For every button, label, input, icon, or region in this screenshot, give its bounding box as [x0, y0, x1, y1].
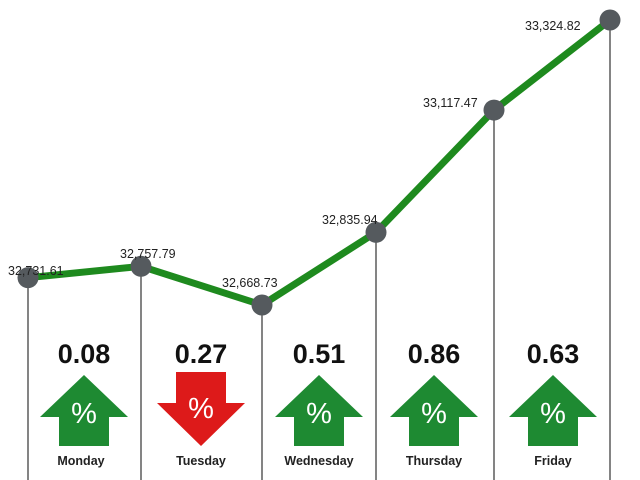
arrow-up-icon — [390, 375, 478, 446]
index-value-label: 33,117.47 — [423, 96, 478, 110]
percent-symbol: % — [306, 398, 332, 430]
index-value-label: 32,757.79 — [120, 247, 176, 261]
arrow-up-icon — [275, 375, 363, 446]
index-series-line — [24, 16, 614, 309]
index-point-marker — [251, 294, 273, 316]
day-label: Tuesday — [176, 454, 226, 468]
index-value-labels: 32,731.61 32,757.79 32,668.73 32,835.94 33,1… — [8, 19, 581, 290]
day-panel-thursday: 0.86% Thursday — [390, 339, 478, 468]
percent-symbol: % — [421, 398, 447, 430]
percent-change-value: 0.08 — [58, 339, 111, 369]
percent-symbol: % — [71, 398, 97, 430]
index-markers — [17, 9, 621, 316]
day-panel-monday: 0.08% Monday — [40, 339, 128, 468]
percent-change-value: 0.51 — [293, 339, 346, 369]
percent-symbol: % — [188, 393, 214, 425]
index-value-label: 32,668.73 — [222, 276, 278, 290]
day-panel-wednesday: 0.51% Wednesday — [275, 339, 363, 468]
day-label: Monday — [57, 454, 104, 468]
index-value-label: 32,835.94 — [322, 213, 378, 227]
day-label: Friday — [534, 454, 572, 468]
index-point-marker — [130, 255, 152, 277]
arrow-down-icon — [157, 372, 245, 446]
day-label: Thursday — [406, 454, 462, 468]
percent-change-value: 0.86 — [408, 339, 461, 369]
vertical-lines — [27, 20, 611, 480]
day-panel-tuesday: 0.27% Tuesday — [157, 339, 245, 468]
daily-change-panels: 0.08% Monday 0.27% Tuesday 0.51% Wednesday 0.8… — [40, 339, 597, 468]
percent-change-value: 0.63 — [527, 339, 580, 369]
index-point-marker — [599, 9, 621, 31]
index-point-marker — [365, 221, 387, 243]
arrow-up-icon — [509, 375, 597, 446]
index-value-label: 33,324.82 — [525, 19, 581, 33]
arrow-up-icon — [40, 375, 128, 446]
percent-symbol: % — [540, 398, 566, 430]
day-label: Wednesday — [284, 454, 353, 468]
percent-change-value: 0.27 — [175, 339, 228, 369]
index-point-marker — [17, 267, 39, 289]
index-point-marker — [483, 99, 505, 121]
day-panel-friday: 0.63% Friday — [509, 339, 597, 468]
index-value-label: 32,731.61 — [8, 264, 64, 278]
